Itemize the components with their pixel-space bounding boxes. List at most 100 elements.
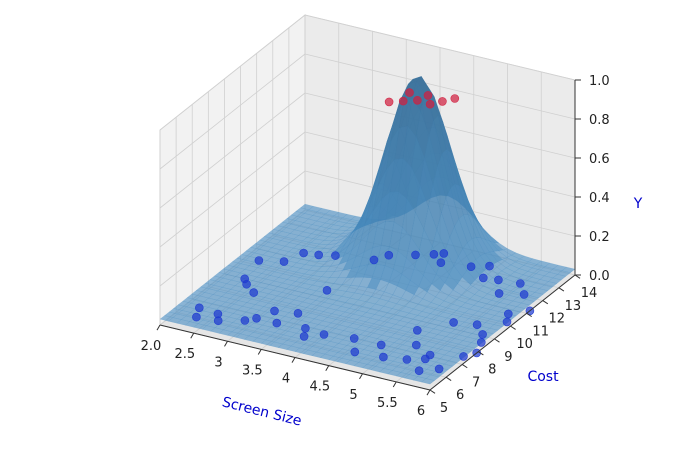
x-tick-label: 2.5: [174, 347, 195, 362]
data-point: [402, 355, 412, 364]
z-tick-label: 1.0: [589, 74, 610, 89]
data-point: [376, 340, 386, 350]
y-tick-label: 12: [549, 312, 566, 327]
data-point: [379, 352, 388, 362]
data-point: [240, 316, 250, 325]
y-axis-line: [429, 274, 576, 391]
x-tick-label: 6: [417, 404, 425, 419]
data-point: [494, 289, 504, 298]
y-tick-label: 7: [472, 375, 480, 390]
grid-z-left: [159, 170, 306, 287]
data-point: [519, 290, 529, 299]
data-point: [192, 312, 201, 322]
surface-patch: [520, 299, 535, 306]
tick-labels: 2.02.533.544.555.56 5678910111213140.00.2…: [141, 74, 610, 419]
y-tick-mark: [478, 351, 484, 356]
data-point: [485, 261, 494, 271]
x-tick-label: 4.5: [309, 380, 330, 395]
x-tick-mark: [392, 381, 397, 388]
y-tick-label: 9: [504, 350, 512, 365]
data-point: [429, 250, 439, 259]
data-point: [411, 250, 420, 260]
y-tick-mark: [558, 287, 565, 292]
y-tick-label: 10: [516, 337, 533, 352]
data-point: [349, 334, 359, 343]
data-point: [254, 256, 264, 265]
data-point: [502, 317, 512, 327]
data-point: [413, 96, 422, 105]
data-point: [439, 249, 449, 258]
data-point: [466, 262, 476, 272]
y-tick-label: 5: [440, 401, 448, 416]
data-point: [425, 99, 435, 109]
surface-patch: [516, 302, 531, 309]
surface-patch: [443, 360, 458, 367]
data-point: [478, 330, 487, 339]
data-point: [242, 279, 251, 289]
x-tick-mark: [325, 365, 330, 372]
data-point: [293, 308, 303, 318]
y-axis-label: Cost: [527, 369, 559, 385]
scatter-points: [192, 88, 535, 376]
surface: [159, 76, 576, 385]
surface-patch: [525, 295, 540, 302]
y-tick-mark: [494, 338, 500, 343]
grid-z-back: [304, 53, 576, 120]
data-point: [434, 364, 444, 374]
y-tick-label: 11: [532, 324, 549, 339]
x-tick-label: 2.0: [141, 339, 162, 354]
data-point: [423, 91, 433, 100]
grid-z-left: [159, 53, 306, 170]
data-point: [476, 338, 486, 347]
data-point: [249, 288, 258, 297]
y-tick-label: 6: [456, 388, 464, 403]
data-point: [270, 306, 279, 316]
z-tick-label: 0.6: [589, 152, 610, 167]
data-point: [252, 313, 261, 323]
x-tick-mark: [257, 349, 262, 355]
surface-patch: [421, 378, 435, 385]
data-point: [331, 251, 340, 260]
z-tick-label: 0.4: [589, 191, 610, 206]
z-axis-label: Y: [633, 196, 643, 212]
data-point: [369, 255, 379, 265]
x-tick-label: 5: [349, 388, 357, 403]
data-point: [436, 258, 446, 268]
x-tick-mark: [156, 324, 161, 331]
data-point: [414, 366, 424, 376]
data-point: [299, 332, 309, 341]
data-point: [438, 97, 447, 106]
x-axis-label: Screen Size: [220, 394, 303, 429]
data-point: [398, 96, 408, 106]
data-point: [472, 320, 482, 330]
data-point: [412, 325, 422, 335]
z-tick-label: 0.0: [589, 269, 610, 284]
grid-z-left: [159, 92, 306, 209]
y-tick-mark: [574, 274, 581, 279]
data-point: [411, 340, 421, 350]
y-tick-mark: [461, 364, 468, 369]
data-point: [301, 323, 310, 333]
x-tick-mark: [359, 373, 363, 380]
data-point: [420, 354, 430, 364]
data-point: [299, 248, 308, 258]
data-point: [449, 318, 458, 327]
data-point: [405, 88, 414, 97]
data-point: [450, 94, 460, 103]
axis-lines: [156, 79, 581, 396]
z-tick-label: 0.8: [589, 113, 610, 128]
x-tick-label: 5.5: [377, 396, 398, 411]
data-point: [478, 273, 488, 283]
y-tick-mark: [510, 325, 516, 330]
surface-patch: [425, 374, 440, 381]
y-tick-mark: [429, 389, 436, 394]
data-point: [503, 309, 513, 319]
data-point: [459, 352, 468, 361]
data-point: [272, 318, 282, 328]
x-tick-label: 3: [214, 355, 222, 370]
data-point: [322, 285, 332, 295]
y-tick-mark: [526, 312, 532, 318]
x-tick-mark: [224, 340, 228, 347]
grid-z-back: [304, 14, 576, 81]
